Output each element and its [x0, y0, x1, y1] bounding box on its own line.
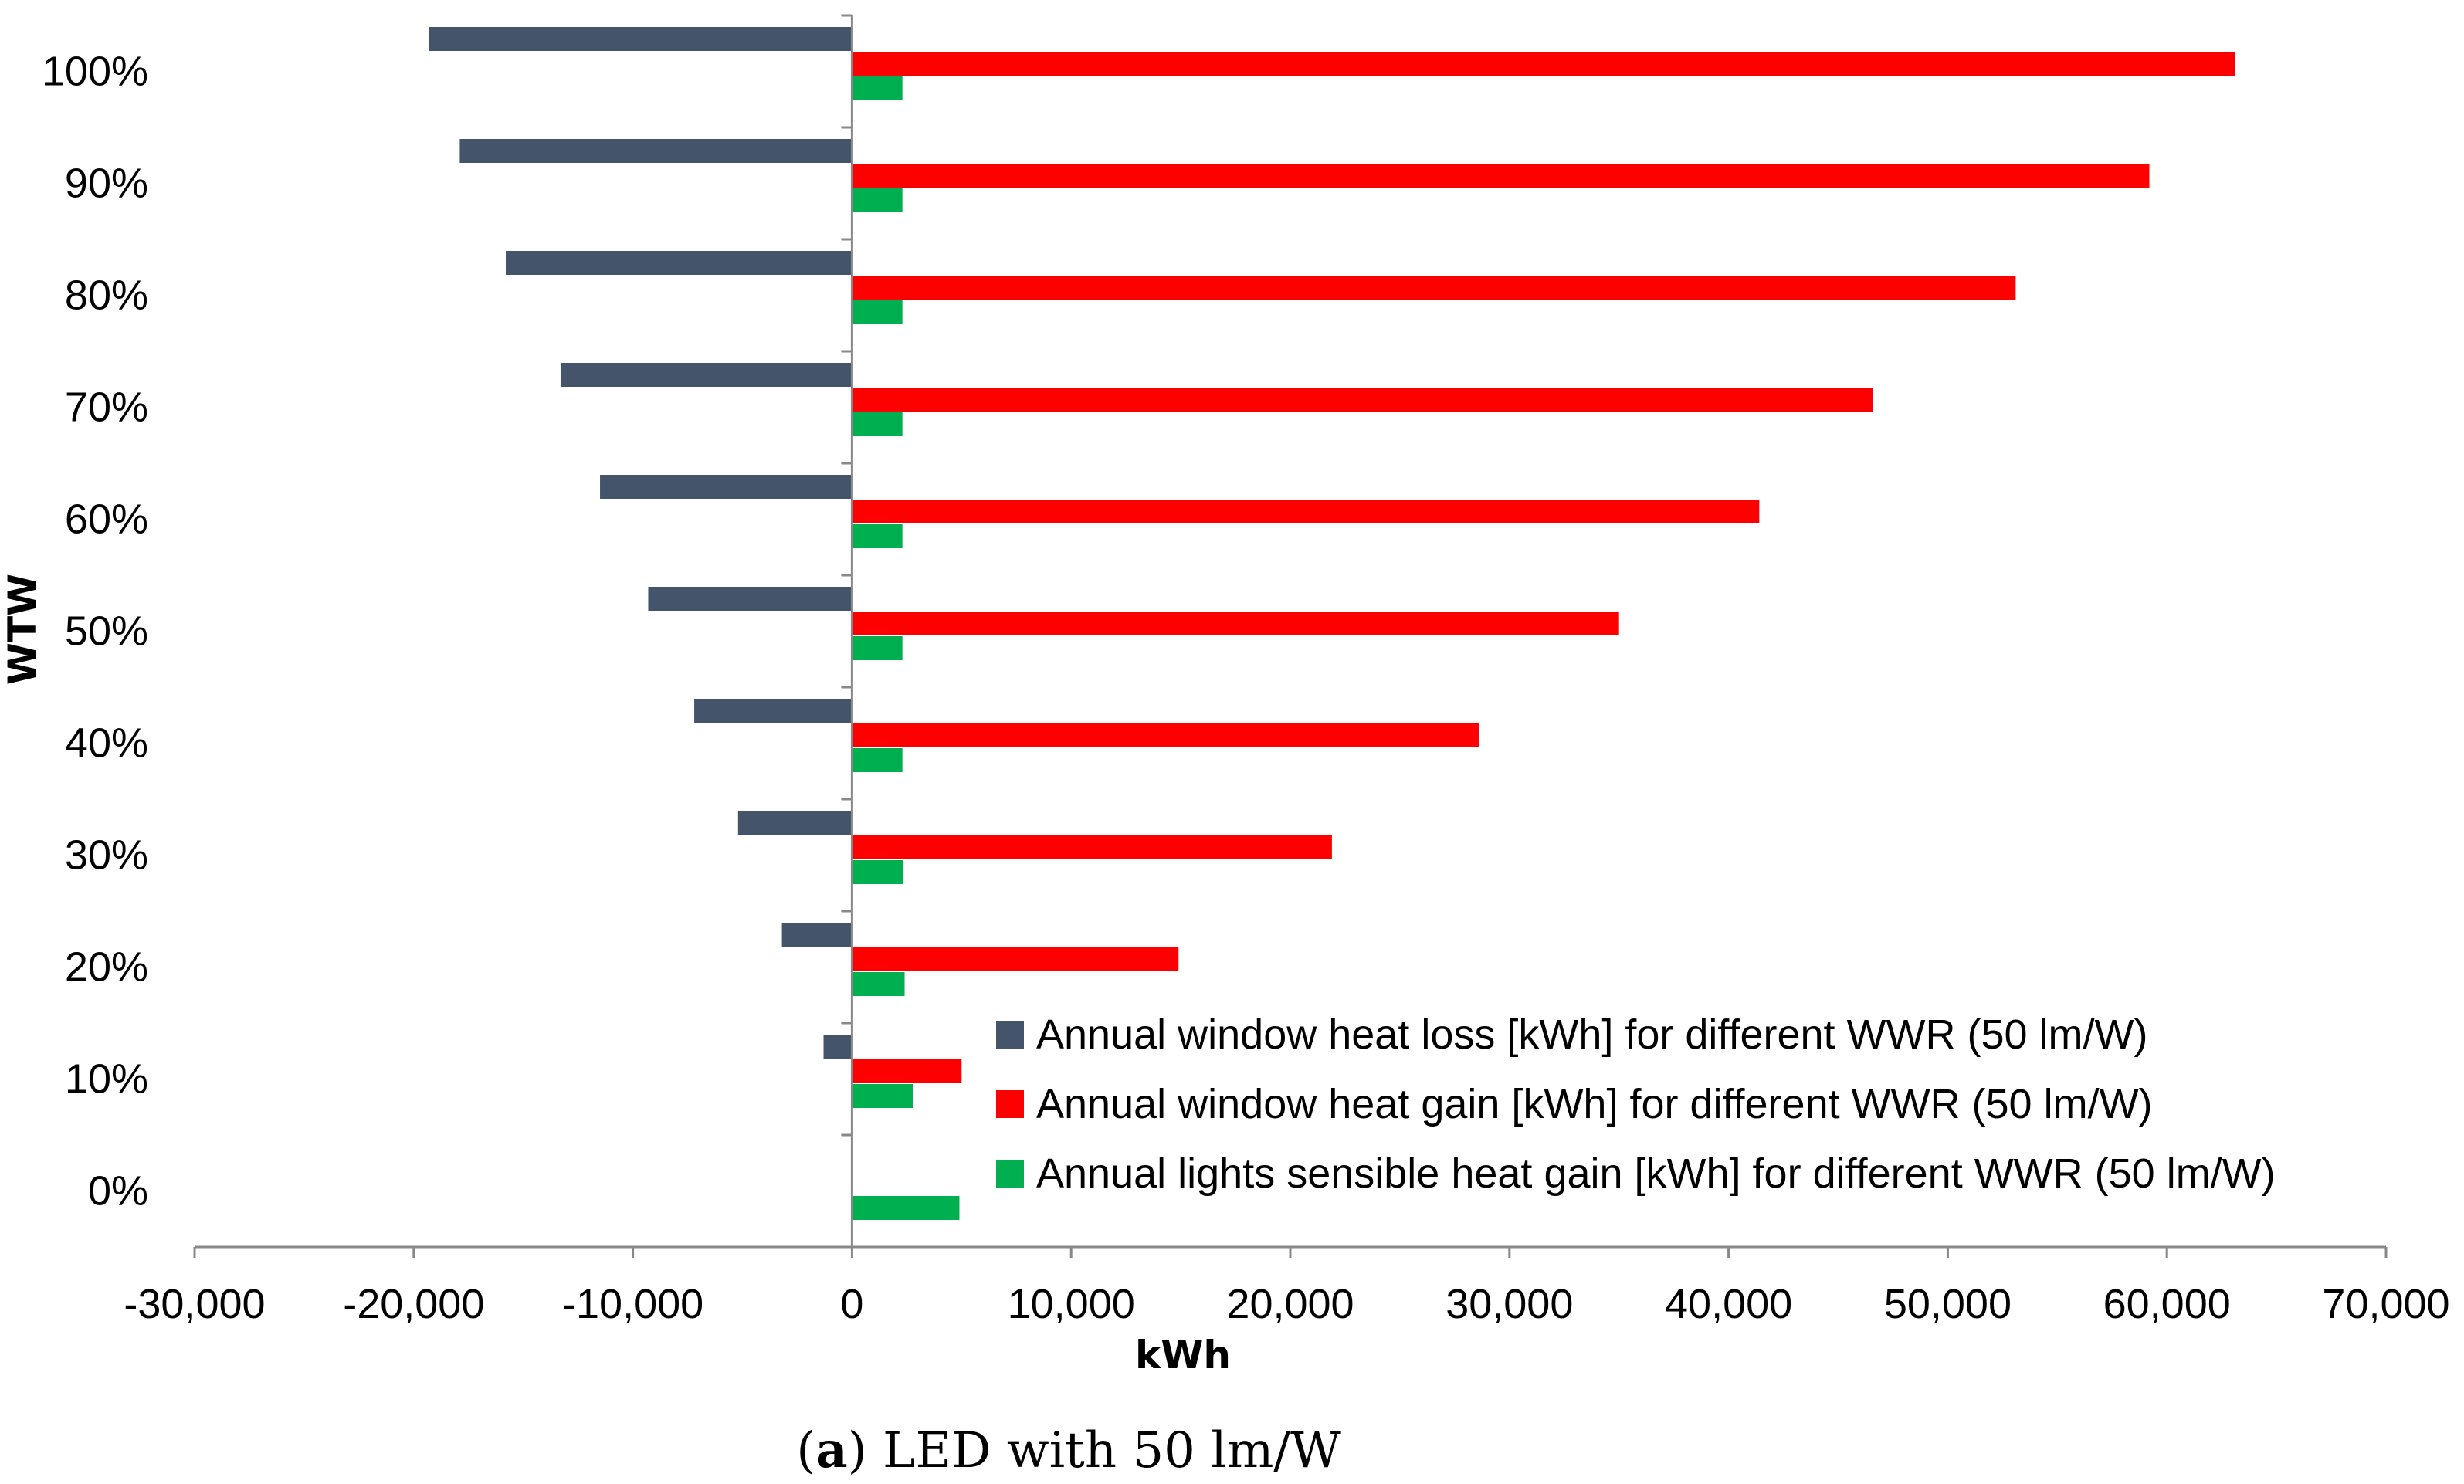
bar-lights-gain-90pct	[852, 188, 903, 212]
y-tick-label-80pct: 80%	[65, 273, 148, 319]
legend-label-lights-gain: Annual lights sensible heat gain [kWh] f…	[1036, 1150, 2276, 1197]
bar-lights-gain-80pct	[852, 300, 903, 324]
bar-heat-loss-30pct	[737, 811, 852, 835]
y-tick-label-10pct: 10%	[65, 1056, 148, 1103]
bar-heat-loss-70pct	[560, 363, 852, 387]
y-tick-label-40pct: 40%	[65, 720, 148, 767]
bar-heat-loss-100pct	[429, 27, 852, 51]
bar-heat-loss-60pct	[600, 475, 852, 499]
bar-heat-gain-80pct	[852, 276, 2016, 300]
legend-swatch-heat-loss	[996, 1021, 1024, 1049]
y-axis-title: WTW	[0, 574, 45, 685]
bar-lights-gain-70pct	[852, 412, 903, 436]
bar-heat-gain-60pct	[852, 500, 1760, 523]
bar-heat-gain-40pct	[852, 723, 1479, 747]
bar-heat-gain-20pct	[852, 947, 1179, 971]
axes-group	[193, 14, 2388, 1258]
y-tick-label-60pct: 60%	[65, 496, 148, 543]
bar-heat-loss-40pct	[694, 699, 852, 723]
y-tick-label-20pct: 20%	[65, 944, 148, 991]
bar-heat-loss-80pct	[505, 251, 852, 275]
bar-heat-loss-10pct	[823, 1035, 852, 1059]
x-tick-label: -10,000	[562, 1281, 703, 1327]
legend-swatch-lights-gain	[996, 1160, 1024, 1188]
legend: Annual window heat loss [kWh] for differ…	[996, 1011, 2276, 1197]
bar-lights-gain-60pct	[852, 524, 903, 548]
bar-heat-gain-90pct	[852, 164, 2150, 188]
caption-letter: a	[815, 1421, 847, 1479]
bar-lights-gain-100pct	[852, 76, 903, 100]
x-tick-label: 70,000	[2322, 1281, 2449, 1327]
x-tick-label: -20,000	[343, 1281, 484, 1327]
x-tick-label: 20,000	[1226, 1281, 1354, 1327]
caption-text: ) LED with 50 lm/W	[848, 1422, 1341, 1479]
x-tick-label: 30,000	[1446, 1281, 1573, 1327]
bar-heat-gain-10pct	[852, 1059, 962, 1083]
bar-lights-gain-20pct	[852, 972, 905, 996]
x-tick-label: 40,000	[1665, 1281, 1792, 1327]
y-tick-label-70pct: 70%	[65, 385, 148, 431]
bar-heat-loss-50pct	[648, 587, 852, 611]
bar-lights-gain-0pct	[852, 1196, 960, 1220]
x-tick-label: 60,000	[2103, 1281, 2231, 1327]
y-tick-label-90pct: 90%	[65, 161, 148, 207]
y-tick-label-30pct: 30%	[65, 832, 148, 879]
bar-lights-gain-40pct	[852, 748, 903, 772]
bar-heat-gain-30pct	[852, 835, 1332, 859]
x-axis-title: kWh	[1135, 1333, 1231, 1377]
bars-group	[429, 27, 2235, 1220]
bar-heat-gain-50pct	[852, 612, 1619, 635]
x-tick-label: 10,000	[1008, 1281, 1135, 1327]
y-tick-label-50pct: 50%	[65, 608, 148, 655]
bar-lights-gain-10pct	[852, 1084, 913, 1108]
bar-lights-gain-50pct	[852, 636, 903, 660]
y-tick-label-0pct: 0%	[88, 1168, 148, 1215]
y-tick-label-100pct: 100%	[42, 49, 148, 95]
bar-heat-gain-100pct	[852, 52, 2235, 76]
legend-label-heat-loss: Annual window heat loss [kWh] for differ…	[1036, 1011, 2147, 1058]
x-tick-label: -30,000	[124, 1281, 265, 1327]
bar-heat-loss-20pct	[781, 923, 852, 947]
bar-heat-loss-90pct	[459, 139, 852, 163]
figure-caption: (a) LED with 50 lm/W	[796, 1421, 1341, 1479]
x-tick-label: 50,000	[1884, 1281, 2012, 1327]
legend-label-heat-gain: Annual window heat gain [kWh] for differ…	[1036, 1081, 2153, 1127]
x-tick-label: 0	[840, 1281, 863, 1327]
caption-open-paren: (	[796, 1422, 815, 1479]
legend-swatch-heat-gain	[996, 1090, 1024, 1118]
bar-heat-gain-70pct	[852, 388, 1873, 412]
bar-lights-gain-30pct	[852, 860, 904, 884]
tick-labels-group: -30,000 -20,000 -10,000 0 10,000 20,000 30,000…	[42, 49, 2450, 1328]
